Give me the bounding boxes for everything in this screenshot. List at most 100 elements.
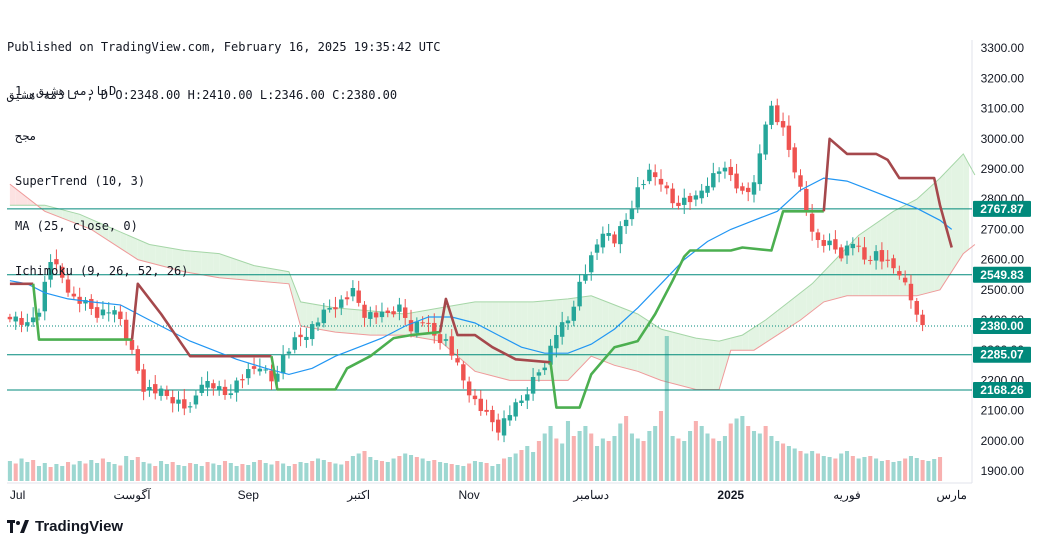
volume-bar xyxy=(356,453,361,481)
volume-bar xyxy=(507,457,512,481)
candle-body xyxy=(711,173,716,188)
volume-bar xyxy=(670,436,675,481)
ichimoku-cloud-segment xyxy=(637,313,644,374)
candle-body xyxy=(769,105,774,125)
ichimoku-cloud-segment xyxy=(928,183,935,293)
x-tick-label: Jul xyxy=(10,488,25,502)
candle-body xyxy=(373,312,379,318)
candle-body xyxy=(728,166,733,176)
candle-body xyxy=(652,172,658,178)
x-tick-label: مارس xyxy=(936,488,967,502)
published-line: Published on TradingView.com, February 1… xyxy=(7,40,441,54)
last-price-tag: 2380.00 xyxy=(980,319,1024,333)
volume-bar xyxy=(147,463,152,481)
volume-bar xyxy=(112,464,117,481)
volume-bar xyxy=(804,453,809,481)
y-tick-label: 2500.00 xyxy=(981,283,1025,297)
candle-body xyxy=(757,153,763,185)
legend-supertrend[interactable]: SuperTrend (10, 3) xyxy=(15,174,146,188)
ichimoku-cloud-segment xyxy=(149,244,156,265)
volume-bar xyxy=(833,458,838,481)
candle-body xyxy=(664,185,670,189)
candle-body xyxy=(350,287,356,297)
legend-ichimoku[interactable]: Ichimoku (9, 26, 52, 26) xyxy=(15,264,189,278)
ichimoku-cloud-segment xyxy=(870,223,877,296)
ichimoku-cloud-segment xyxy=(195,251,202,275)
candle-body xyxy=(583,274,588,281)
ichimoku-cloud-segment xyxy=(602,300,609,364)
candle-body xyxy=(908,283,914,301)
volume-bar xyxy=(595,446,600,481)
x-tick-label: 2025 xyxy=(717,488,744,502)
candle-body xyxy=(240,379,245,381)
candle-body xyxy=(792,147,797,173)
volume-bar xyxy=(240,464,245,481)
volume-bar xyxy=(740,416,745,481)
legend-ma[interactable]: MA (25, close, 0) xyxy=(15,219,138,233)
volume-bar xyxy=(705,433,710,481)
candle-body xyxy=(571,306,577,321)
volume-bar xyxy=(443,463,448,481)
volume-bar xyxy=(647,431,652,481)
ichimoku-cloud-segment xyxy=(655,325,661,381)
volume-bar xyxy=(862,457,867,481)
volume-bar xyxy=(298,462,303,481)
volume-bar xyxy=(577,431,582,481)
candle-body xyxy=(693,195,699,200)
volume-bar xyxy=(664,336,669,481)
ichimoku-cloud-segment xyxy=(126,234,132,256)
ichimoku-cloud-segment xyxy=(835,253,842,299)
ichimoku-cloud-segment xyxy=(864,227,871,296)
ichimoku-cloud-segment xyxy=(759,320,766,347)
candle-body xyxy=(530,377,536,394)
candle-body xyxy=(850,243,856,249)
volume-bar xyxy=(629,433,634,481)
ichimoku-cloud-segment xyxy=(922,188,929,295)
volume-bar xyxy=(397,456,402,481)
volume-bar xyxy=(350,456,355,481)
volume-bar xyxy=(571,436,576,481)
volume-bar xyxy=(693,421,698,481)
candle-body xyxy=(740,186,745,191)
candle-body xyxy=(222,386,228,396)
ichimoku-cloud-segment xyxy=(178,249,185,272)
volume-bar xyxy=(321,460,326,481)
ichimoku-cloud-segment xyxy=(707,339,714,390)
volume-bar xyxy=(519,450,524,481)
ichimoku-cloud-segment xyxy=(742,331,749,351)
ichimoku-cloud-segment xyxy=(73,212,80,225)
ichimoku-cloud-segment xyxy=(21,193,28,206)
ichimoku-cloud-segment xyxy=(347,308,353,334)
candle-body xyxy=(292,337,297,350)
tradingview-wordmark: TradingView xyxy=(35,518,124,535)
footer-brand[interactable]: TradingView xyxy=(7,518,123,535)
ichimoku-cloud-segment xyxy=(207,252,214,277)
volume-bar xyxy=(199,466,204,481)
candle-body xyxy=(94,307,100,318)
volume-bar xyxy=(228,463,233,481)
ichimoku-cloud-segment xyxy=(469,301,475,372)
volume-bar xyxy=(54,464,59,481)
ichimoku-cloud-segment xyxy=(300,301,307,328)
volume-bar xyxy=(205,462,210,481)
candle-body xyxy=(466,381,472,396)
legend-symbol[interactable]: نادمه هشيق, 1D xyxy=(15,84,117,98)
volume-bar xyxy=(728,423,733,481)
candle-body xyxy=(246,369,251,379)
candle-body xyxy=(13,316,18,322)
volume-bar xyxy=(484,463,489,481)
volume-bar xyxy=(501,458,507,481)
ichimoku-cloud-segment xyxy=(684,335,691,388)
ichimoku-cloud-segment xyxy=(56,208,63,219)
volume-bar xyxy=(746,426,751,481)
y-tick-label: 3100.00 xyxy=(981,102,1025,116)
ichimoku-cloud-segment xyxy=(68,211,74,223)
ichimoku-cloud-segment xyxy=(236,259,243,280)
candle-body xyxy=(455,358,460,363)
volume-bar xyxy=(589,433,594,481)
ichimoku-cloud-segment xyxy=(614,304,621,367)
ichimoku-cloud-segment xyxy=(335,307,342,333)
volume-bar xyxy=(536,441,541,481)
volume-bar xyxy=(403,453,408,481)
